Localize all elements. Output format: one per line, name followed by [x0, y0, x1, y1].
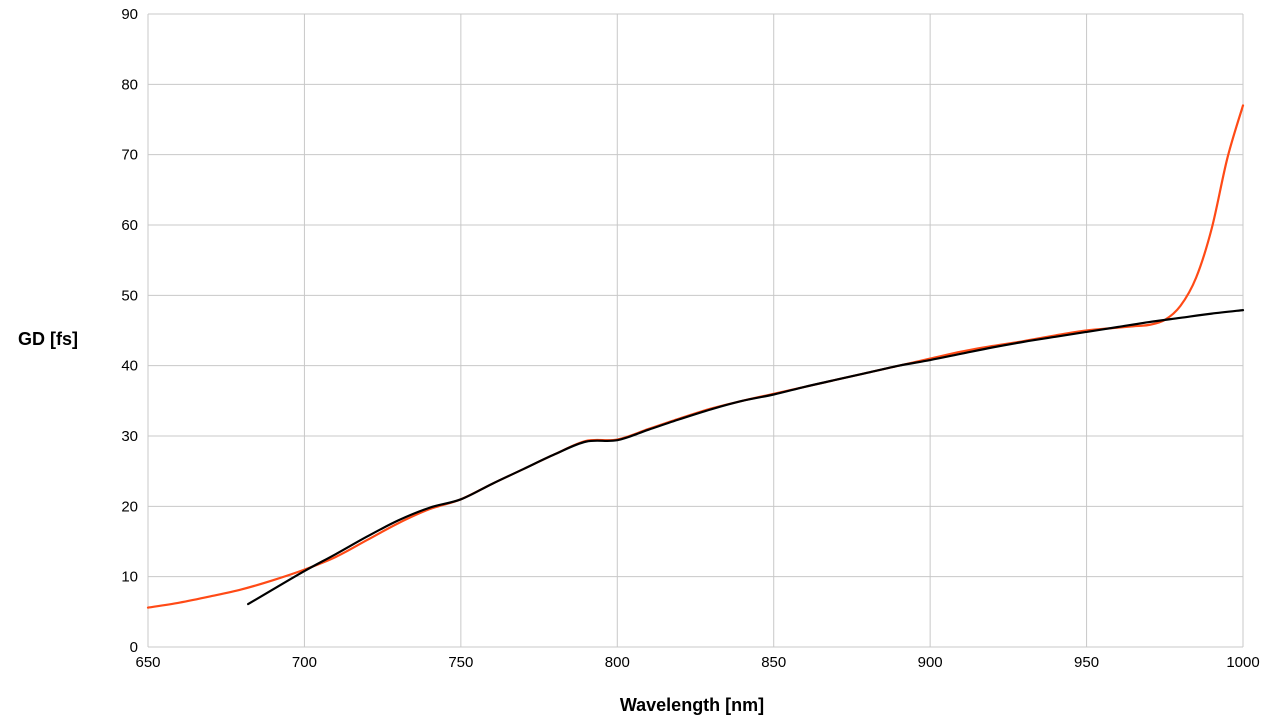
gridlines — [147, 13, 1244, 648]
x-tick-label: 900 — [918, 654, 943, 671]
y-tick-label: 70 — [121, 147, 138, 164]
y-tick-label: 80 — [121, 76, 138, 93]
y-tick-label: 10 — [121, 569, 138, 586]
y-tick-label: 90 — [121, 6, 138, 23]
y-tick-label: 40 — [121, 358, 138, 375]
tick-labels: 0 10 20 30 40 50 60 70 80 90 650 700 750 800 850 900 950… — [121, 6, 1259, 671]
x-axis-title: Wavelength [nm] — [620, 695, 764, 715]
y-tick-label: 0 — [130, 639, 138, 656]
x-tick-label: 1000 — [1226, 654, 1259, 671]
x-tick-label: 650 — [135, 654, 160, 671]
measured-gd-line — [146, 104, 1245, 609]
x-tick-label: 950 — [1074, 654, 1099, 671]
y-tick-label: 60 — [121, 217, 138, 234]
y-tick-label: 50 — [121, 287, 138, 304]
series-lines — [146, 104, 1245, 609]
x-tick-label: 850 — [761, 654, 786, 671]
y-tick-label: 30 — [121, 428, 138, 445]
x-tick-label: 750 — [448, 654, 473, 671]
y-axis-title: GD [fs] — [18, 329, 78, 349]
x-tick-label: 700 — [292, 654, 317, 671]
y-tick-label: 20 — [121, 498, 138, 515]
fit-gd-line — [247, 309, 1245, 606]
x-tick-label: 800 — [605, 654, 630, 671]
